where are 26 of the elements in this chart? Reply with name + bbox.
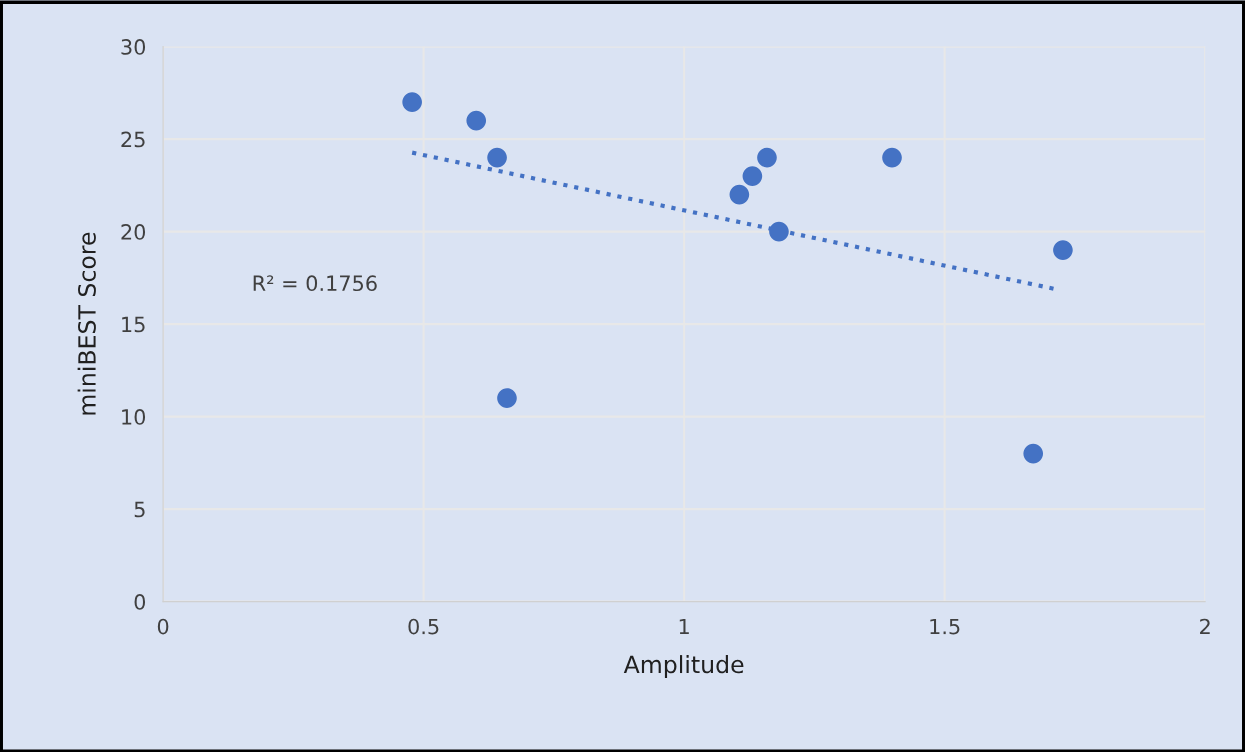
x-tick-label: 2 bbox=[1200, 618, 1210, 635]
y-tick-label: 15 bbox=[122, 316, 145, 333]
point bbox=[466, 110, 487, 131]
y-tick-label: 10 bbox=[122, 409, 146, 425]
point bbox=[1023, 443, 1044, 464]
point bbox=[882, 147, 902, 168]
x-tick-label: 1.5 bbox=[930, 618, 960, 635]
point bbox=[742, 166, 763, 186]
x-axis-title: Amplitude bbox=[623, 655, 744, 678]
point bbox=[402, 92, 422, 112]
annotation: R² = 0.1756 bbox=[253, 275, 377, 292]
point bbox=[1053, 240, 1073, 260]
y-tick-label: 25 bbox=[121, 131, 145, 148]
point bbox=[769, 221, 789, 242]
point bbox=[729, 184, 750, 205]
y-tick-label: 20 bbox=[121, 224, 146, 240]
y-tick-label: 0 bbox=[134, 594, 146, 610]
point bbox=[497, 388, 517, 408]
x-tick-label: 1 bbox=[679, 618, 689, 635]
x-tick-label: 0.5 bbox=[408, 618, 439, 635]
x-tick-label: 0 bbox=[157, 618, 169, 635]
point bbox=[757, 147, 777, 168]
point bbox=[487, 147, 507, 168]
y-tick-label: 5 bbox=[134, 501, 145, 518]
y-tick-label: 30 bbox=[121, 39, 146, 55]
y-axis-title: miniBEST Score bbox=[77, 232, 96, 415]
